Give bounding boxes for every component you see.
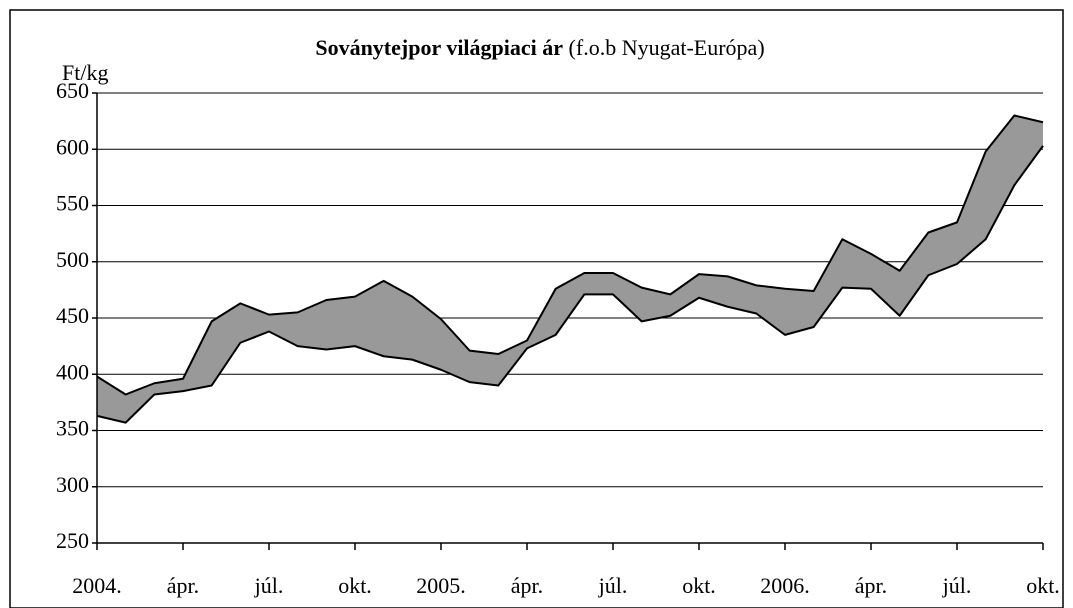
y-tick-label: 250 [56, 528, 89, 553]
x-tick-label: 2005. [416, 573, 466, 598]
x-tick-label: okt. [338, 573, 372, 598]
band-area [97, 115, 1043, 423]
series-line [96, 114, 1044, 396]
x-tick-label: okt. [1026, 573, 1060, 598]
y-tick-label: 600 [56, 134, 89, 159]
title-main: Soványtejpor világpiaci ár [315, 35, 563, 60]
x-tick-label: okt. [682, 573, 716, 598]
y-tick-label: 400 [56, 359, 89, 384]
x-tick-label: ápr. [855, 573, 887, 598]
y-tick-label: 450 [56, 303, 89, 328]
series-line [96, 145, 1044, 424]
x-tick-label: ápr. [511, 573, 543, 598]
x-tick-label: 2006. [760, 573, 810, 598]
y-tick-label: 300 [56, 472, 89, 497]
x-tick-label: júl. [598, 573, 628, 598]
y-tick-label: 350 [56, 416, 89, 441]
x-tick-label: júl. [942, 573, 972, 598]
x-tick-label: 2004. [72, 573, 122, 598]
x-tick-label: ápr. [167, 573, 199, 598]
y-tick-label: 500 [56, 247, 89, 272]
y-axis-label: Ft/kg [62, 60, 108, 85]
chart-title: Soványtejpor világpiaci ár (f.o.b Nyugat… [315, 35, 764, 60]
x-tick-label: júl. [254, 573, 284, 598]
chart-frame [9, 9, 1064, 608]
title-sub: (f.o.b Nyugat-Európa) [569, 35, 765, 60]
y-tick-label: 550 [56, 191, 89, 216]
y-tick-label: 650 [56, 78, 89, 103]
